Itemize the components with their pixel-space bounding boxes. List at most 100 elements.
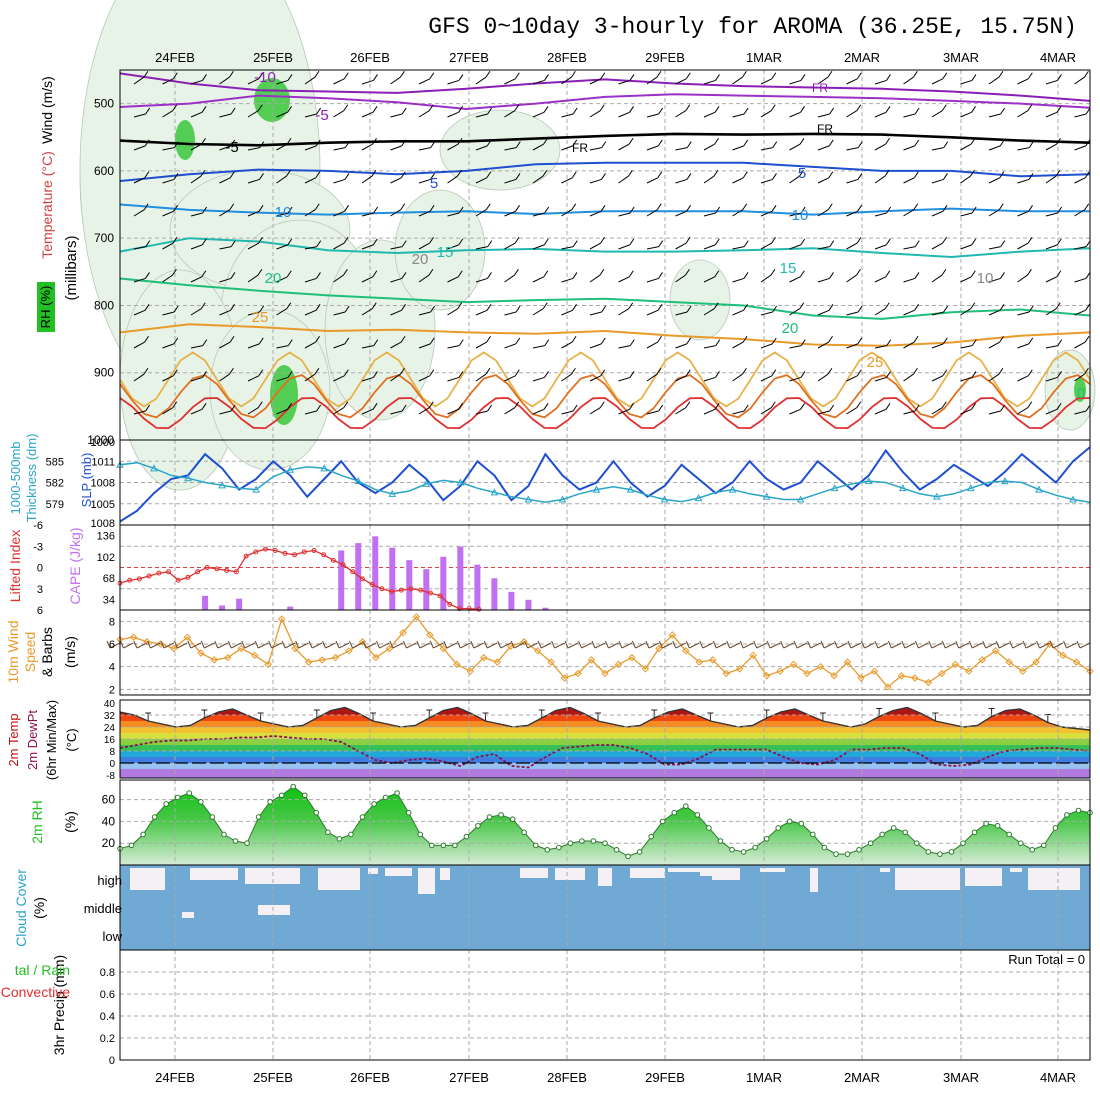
wind-barb-flag [914, 640, 919, 649]
li-marker [301, 549, 307, 555]
thickness-marker [796, 495, 805, 503]
wind-barb [1045, 175, 1057, 184]
thickness-tick-label: 579 [46, 499, 64, 511]
wind-barb [475, 373, 487, 382]
wind-speed-marker [601, 669, 609, 678]
wind-barb [162, 210, 174, 217]
wind-barb-flag [524, 640, 529, 649]
wind-barb-flag [230, 404, 236, 412]
rh-marker [221, 831, 227, 838]
wind-barb [333, 178, 346, 184]
wind-barb-flag [914, 304, 919, 311]
wind-speed-marker [547, 658, 555, 666]
wind-barb-flag [401, 240, 407, 247]
wind-barb-flag [287, 339, 293, 346]
thickness-marker [388, 489, 397, 497]
wind-speed-marker [668, 631, 677, 639]
wind-barb [361, 276, 374, 283]
wind-barb [475, 145, 488, 151]
wind-barb-flag [971, 403, 976, 410]
wind-barb [903, 246, 916, 250]
li-marker [437, 593, 443, 599]
thickness-marker [932, 492, 941, 500]
wind-barb [418, 343, 431, 349]
wind-barb-flag [457, 137, 463, 145]
wind-barb-flag [741, 367, 747, 375]
wind-barb-flag [629, 206, 635, 214]
wind-barb-flag [914, 404, 920, 412]
wind-barb-flag [955, 640, 960, 649]
li-tick-label: 3 [37, 584, 43, 596]
cloud-gap [190, 868, 238, 880]
wind-barb [732, 277, 745, 283]
wind-barb [304, 113, 317, 118]
wind-barb [931, 407, 943, 415]
wind-barb-flag [485, 367, 491, 375]
wind-barb-flag [629, 106, 634, 113]
wind-barb-flag [342, 268, 348, 276]
rh-marker [475, 822, 481, 829]
wind-barb [1025, 642, 1037, 649]
wind-barb-flag [970, 270, 976, 278]
date-label-top: 28FEB [547, 50, 587, 65]
wind-barb-flag [714, 403, 720, 410]
slp-tick-label: 1000 [91, 437, 115, 449]
wind-barb [960, 111, 972, 118]
ylabel-cape: CAPE (J/kg) [67, 527, 83, 604]
date-label-bottom: 2MAR [844, 1070, 880, 1085]
wind-barb-flag [600, 205, 606, 212]
wind-barb-flag [1027, 401, 1033, 409]
wind-barb-flag [772, 141, 778, 148]
wind-barb-flag [807, 640, 812, 649]
wind-frame [119, 609, 1091, 696]
wind-barb-flag [1055, 169, 1061, 177]
wind-barb [1074, 277, 1087, 283]
wind-barb-flag [686, 337, 692, 345]
wind-barb [136, 642, 148, 649]
rh-marker [359, 814, 366, 820]
wind-barb-flag [941, 268, 947, 276]
contour-label: FR [572, 141, 588, 155]
rh-marker [348, 831, 354, 838]
wind-barb-flag [230, 107, 236, 115]
wind-barb [150, 642, 161, 649]
rh-marker [994, 822, 1001, 829]
wind-barb [903, 341, 915, 349]
wind-barb-flag [315, 304, 321, 311]
wind-barb [133, 341, 145, 349]
cloud-gap [1028, 868, 1080, 890]
wind-barb-flag [456, 640, 461, 649]
wind-barb [333, 78, 345, 85]
wind-barb-flag [143, 70, 149, 78]
wind-barb-flag [714, 270, 720, 278]
isotherm-surface [119, 374, 1091, 419]
wind-barb-flag [912, 367, 918, 375]
wind-barb [846, 178, 859, 184]
wind-barb-flag [314, 203, 320, 211]
temp-band [120, 769, 1090, 778]
wind-barb [846, 242, 858, 250]
wind-barb-flag [628, 302, 634, 310]
wind-barb-flag [316, 107, 322, 115]
rh-marker [613, 846, 620, 853]
wind-speed-marker [776, 667, 784, 675]
rh-marker [567, 840, 574, 847]
wind-barb [304, 209, 316, 217]
wind-barb-flag [658, 107, 664, 115]
wind-barb-flag [258, 369, 264, 377]
wind-barb-flag [913, 203, 919, 211]
contour-label: 20 [265, 270, 282, 287]
wind-barb [1079, 642, 1091, 649]
wind-barb [219, 209, 230, 217]
wind-barb [162, 343, 174, 349]
rh-marker [821, 844, 828, 851]
wind-barb [1074, 113, 1087, 118]
wind-barb-flag [315, 335, 320, 343]
wind-barb [608, 642, 619, 649]
wind-barb-flag [713, 302, 719, 310]
ylabel-temp-units: (°C) [64, 728, 79, 751]
wind-barb-flag [259, 173, 264, 180]
temp-tick-label: 40 [104, 699, 116, 710]
wind-barb [675, 407, 686, 415]
cloud-row-label-middle: middle [84, 901, 122, 916]
